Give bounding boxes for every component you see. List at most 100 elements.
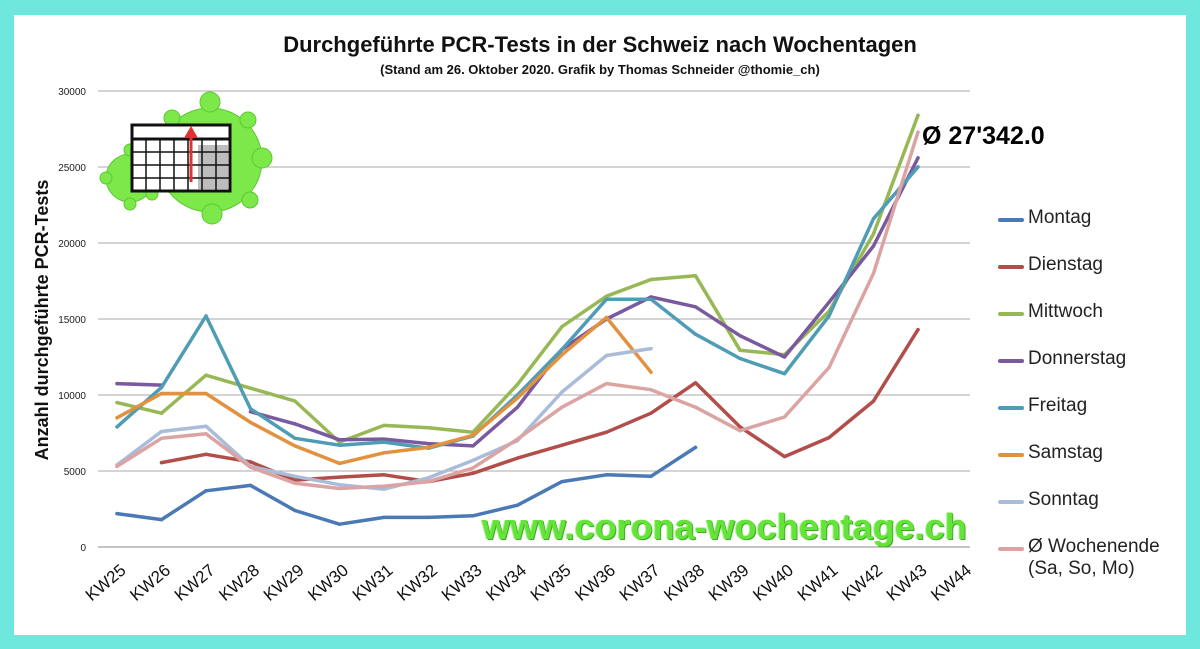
data-point	[827, 300, 831, 304]
data-point	[115, 464, 119, 469]
legend-item: Freitag	[998, 393, 1188, 440]
series-line	[115, 381, 164, 387]
data-point	[159, 517, 164, 522]
x-tick-label: KW34	[482, 561, 530, 605]
y-tick-label: 10000	[58, 391, 86, 402]
x-tick-label: KW33	[438, 561, 486, 605]
series-line	[248, 156, 920, 448]
chart-title: Durchgeführte PCR-Tests in der Schweiz n…	[283, 32, 917, 57]
data-point	[115, 511, 119, 516]
legend-item: Sonntag	[998, 487, 1188, 534]
data-point	[916, 130, 920, 134]
data-point	[604, 297, 609, 301]
data-point	[337, 443, 342, 447]
data-point	[693, 305, 698, 309]
data-point	[248, 465, 253, 469]
data-point	[337, 482, 342, 487]
data-point	[471, 514, 475, 518]
x-tick-label: KW26	[126, 561, 174, 605]
x-tick-label: KW40	[749, 561, 797, 605]
series-2	[159, 327, 920, 484]
data-point	[159, 436, 164, 441]
data-point	[204, 391, 208, 396]
series-7	[115, 346, 653, 491]
data-point	[604, 430, 609, 434]
y-tick-label: 0	[80, 543, 86, 554]
data-point	[738, 348, 742, 352]
data-point	[560, 353, 564, 357]
legend-swatch	[998, 312, 1024, 316]
data-point	[426, 445, 431, 450]
y-tick-label: 20000	[58, 239, 86, 250]
data-point	[426, 476, 431, 480]
series-line	[159, 327, 920, 484]
data-point	[693, 445, 698, 450]
data-point	[871, 399, 876, 403]
data-point	[471, 466, 475, 470]
data-point	[738, 425, 742, 429]
x-tick-label: KW32	[393, 561, 441, 605]
data-point	[604, 294, 609, 298]
data-point	[604, 473, 609, 477]
data-point	[693, 273, 698, 278]
data-point	[560, 479, 564, 484]
data-point	[337, 486, 342, 491]
data-point	[293, 474, 297, 479]
data-point	[515, 437, 520, 441]
data-point	[382, 487, 386, 491]
data-point	[293, 508, 297, 513]
y-tick-label: 30000	[58, 87, 86, 98]
data-point	[337, 461, 342, 466]
data-point	[649, 346, 653, 351]
series-line	[115, 346, 653, 491]
legend-item: Samstag	[998, 440, 1188, 487]
data-point	[827, 314, 831, 318]
data-point	[426, 425, 431, 430]
data-point	[204, 424, 208, 428]
data-point	[471, 433, 475, 437]
legend-item: Ø Wochenende (Sa, So, Mo)	[998, 534, 1188, 581]
data-point	[916, 113, 920, 118]
data-point	[426, 479, 431, 484]
data-point	[337, 438, 342, 442]
x-tick-label: KW27	[171, 561, 219, 605]
data-point	[115, 400, 119, 405]
data-point	[293, 444, 297, 448]
data-point	[604, 381, 609, 386]
x-tick-label: KW30	[304, 561, 352, 605]
x-tick-label: KW29	[260, 561, 308, 605]
data-point	[782, 372, 787, 376]
average-label: Ø 27'342.0	[922, 122, 1045, 150]
data-point	[204, 373, 208, 377]
data-point	[560, 405, 564, 409]
data-point	[159, 391, 164, 396]
series-1	[115, 445, 698, 526]
data-point	[159, 385, 164, 390]
legend-label: Donnerstag	[1028, 348, 1127, 369]
legend-swatch	[998, 218, 1024, 222]
data-point	[738, 356, 742, 361]
y-tick-label: 5000	[64, 467, 87, 478]
data-point	[248, 420, 253, 425]
x-tick-label: KW42	[838, 561, 886, 605]
data-point	[248, 386, 253, 390]
data-point	[693, 332, 698, 336]
virus-calendar-icon	[99, 91, 273, 225]
data-point	[382, 440, 386, 444]
series-8	[115, 130, 920, 491]
data-point	[115, 416, 119, 420]
data-point	[382, 515, 386, 520]
data-point	[871, 244, 876, 248]
data-point	[649, 297, 653, 301]
data-point	[693, 405, 698, 409]
data-point	[204, 489, 208, 493]
data-point	[649, 411, 653, 415]
legend-label: Dienstag	[1028, 254, 1103, 275]
data-point	[560, 324, 564, 329]
legend: Montag Dienstag Mittwoch Donnerstag Freitag S…	[998, 205, 1188, 581]
data-point	[382, 423, 386, 428]
legend-label: Freitag	[1028, 395, 1088, 416]
legend-swatch	[998, 453, 1024, 457]
data-point	[471, 444, 475, 448]
x-tick-label: KW37	[616, 561, 664, 605]
